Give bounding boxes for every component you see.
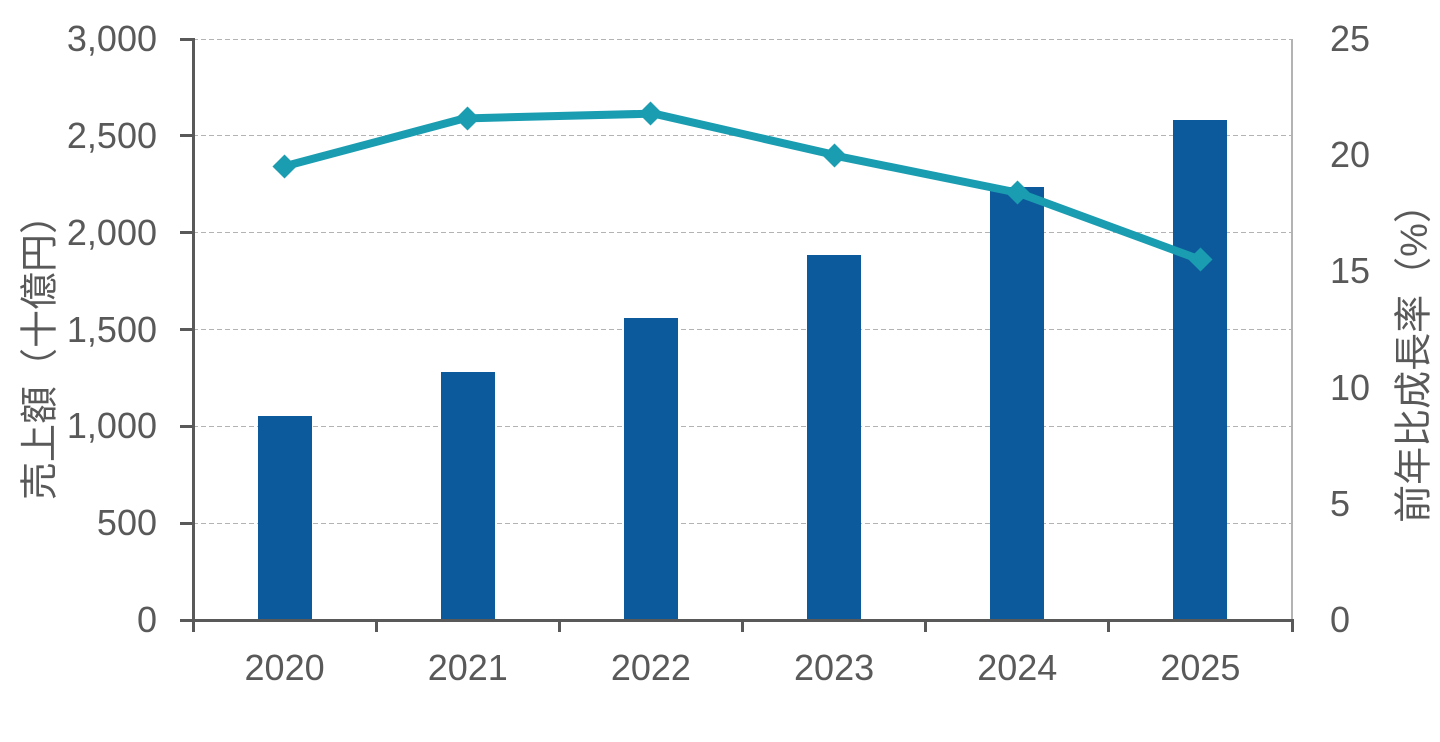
y-right-tick-label: 0 <box>1330 599 1351 640</box>
gridline <box>193 232 1292 234</box>
bar-2024 <box>990 187 1045 620</box>
y-right-tick-label: 15 <box>1330 250 1371 292</box>
gridline <box>193 522 1292 524</box>
line-segment <box>650 109 835 160</box>
left-axis-tick <box>179 424 192 428</box>
y-left-tick-label: 0 <box>136 599 157 640</box>
y-left-tick-label: 3,000 <box>66 18 157 59</box>
line-segment <box>467 109 652 123</box>
right-axis-line <box>1291 39 1293 622</box>
left-axis-tick <box>179 328 192 331</box>
x-tick-label: 2024 <box>977 647 1058 688</box>
left-axis-line <box>191 38 195 622</box>
line-marker-2020 <box>272 154 297 179</box>
x-tick-label: 2023 <box>794 647 875 688</box>
y-right-tick-label: 5 <box>1330 482 1351 524</box>
x-tick-label: 2022 <box>610 647 691 688</box>
left-axis-title: 売上額（十億円） <box>19 195 62 501</box>
line-segment <box>833 151 1019 197</box>
line-marker-2022 <box>638 101 663 126</box>
bottom-axis-tick <box>191 621 195 632</box>
left-axis-tick <box>179 231 192 235</box>
bar-2025 <box>1173 120 1228 620</box>
bar-2021 <box>440 372 495 620</box>
bottom-axis-line <box>191 618 1294 622</box>
bottom-axis-tick <box>741 621 744 632</box>
bottom-axis-tick <box>557 621 561 632</box>
bar-2022 <box>623 317 678 620</box>
bottom-axis-tick <box>1107 621 1111 632</box>
y-left-tick-label: 500 <box>96 502 157 544</box>
gridline <box>193 329 1292 330</box>
gridline <box>193 38 1292 40</box>
bottom-axis-tick <box>924 621 928 632</box>
x-tick-label: 2020 <box>244 647 325 688</box>
left-axis-tick <box>179 618 192 622</box>
y-left-tick-label: 1,000 <box>66 405 157 447</box>
line-marker-2023 <box>822 143 847 168</box>
y-right-tick-label: 25 <box>1330 18 1371 59</box>
right-axis-title: 前年比成長率（%） <box>1393 185 1436 523</box>
gridline <box>193 425 1292 427</box>
bar-2020 <box>257 415 312 620</box>
y-left-tick-label: 2,500 <box>66 114 157 156</box>
x-tick-label: 2021 <box>427 647 508 688</box>
line-segment <box>283 114 469 171</box>
x-tick-label: 2025 <box>1160 647 1241 688</box>
line-marker-2021 <box>455 105 480 131</box>
bar-2023 <box>807 254 862 620</box>
left-axis-tick <box>179 521 192 525</box>
y-left-tick-label: 2,000 <box>66 211 157 253</box>
left-axis-tick <box>179 134 192 138</box>
y-right-tick-label: 10 <box>1330 366 1371 408</box>
left-axis-tick <box>179 37 192 41</box>
bottom-axis-tick <box>1290 621 1294 632</box>
y-left-tick-label: 1,500 <box>66 308 157 350</box>
y-right-tick-label: 20 <box>1330 134 1371 176</box>
bottom-axis-tick <box>374 621 378 632</box>
